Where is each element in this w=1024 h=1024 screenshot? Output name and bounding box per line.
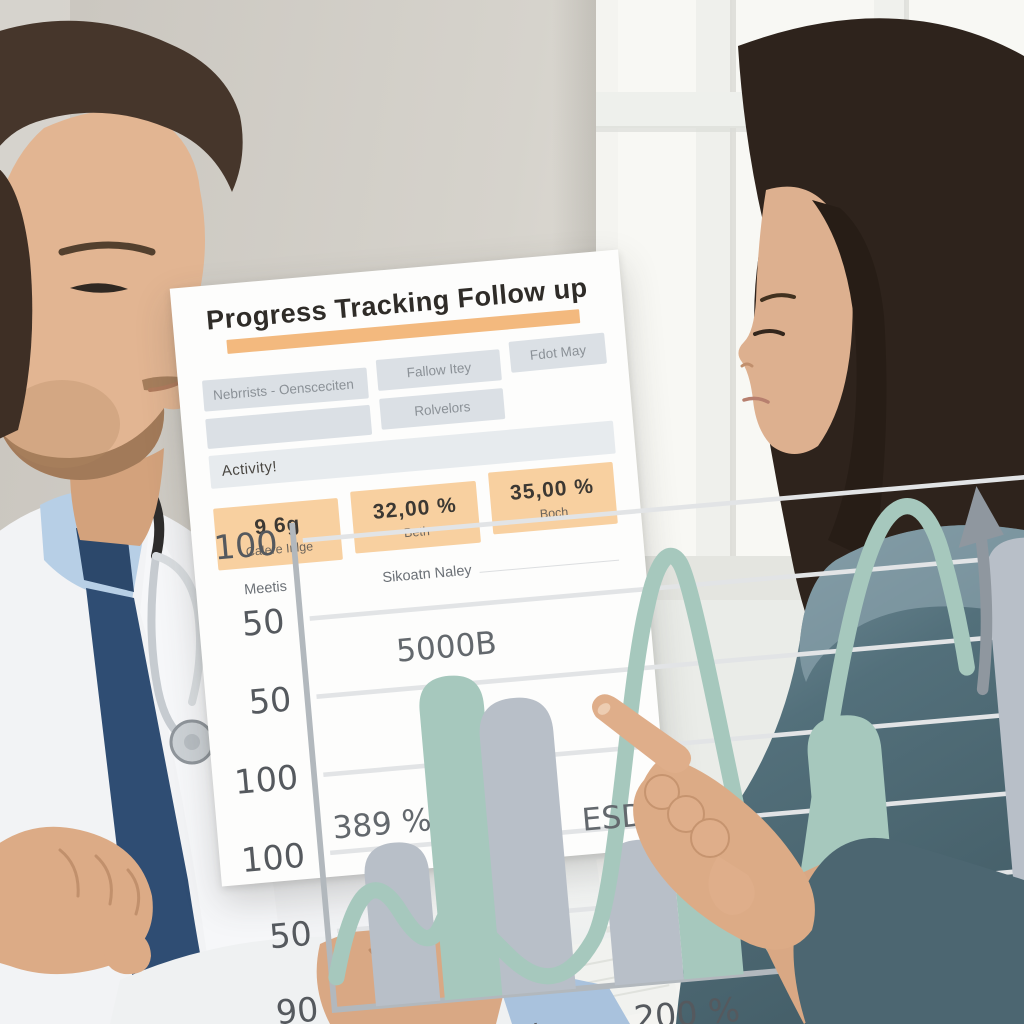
doctor-thumb xyxy=(104,930,151,975)
svg-text:100: 100 xyxy=(240,836,307,880)
svg-text:389 %: 389 % xyxy=(331,802,433,846)
doctor-tie xyxy=(86,588,214,1024)
chart-annotations: 5000B 389 % ESD% xyxy=(331,625,676,847)
patient-shoulder-highlight xyxy=(799,525,1024,682)
curled-finger xyxy=(667,795,705,833)
thumb xyxy=(708,856,755,916)
up-arrow xyxy=(958,486,1004,696)
patient-lips xyxy=(742,396,770,404)
svg-text:50: 50 xyxy=(247,679,293,722)
doctor-stubble-shading xyxy=(4,380,120,468)
doctor-hair-side xyxy=(0,169,33,439)
svg-text:50: 50 xyxy=(268,914,314,957)
doctor-eyebrow xyxy=(58,241,156,256)
doctor-hair xyxy=(0,20,243,192)
svg-text:100: 100 xyxy=(233,758,300,802)
trend-line xyxy=(328,498,975,986)
curled-finger xyxy=(690,818,730,858)
doctor-eye xyxy=(70,283,128,293)
svg-text:90: 90 xyxy=(274,990,320,1024)
patient-pointing-hand xyxy=(592,694,1024,1024)
doctor-mustache xyxy=(142,376,186,391)
fingernail xyxy=(597,703,611,715)
patient-nose xyxy=(740,362,754,368)
doctor-figure xyxy=(0,20,630,1024)
patient-eye xyxy=(753,329,785,336)
svg-text:100: 100 xyxy=(212,523,279,567)
bar-gray xyxy=(479,697,576,996)
patient-sleeve xyxy=(793,837,1024,1024)
curled-finger xyxy=(644,774,680,810)
y-axis-labels: 100 50 50 100 100 50 90 xyxy=(212,523,320,1024)
doctor-beard xyxy=(0,408,165,480)
bar-gray xyxy=(986,537,1024,951)
doctor-tie-knot xyxy=(76,528,134,592)
patient-eyebrow xyxy=(760,293,796,302)
svg-text:5000B: 5000B xyxy=(395,625,498,670)
svg-text:50: 50 xyxy=(240,601,286,644)
patient-hair-front-strand xyxy=(812,200,887,562)
index-finger xyxy=(592,694,692,773)
patient-face xyxy=(738,186,853,454)
